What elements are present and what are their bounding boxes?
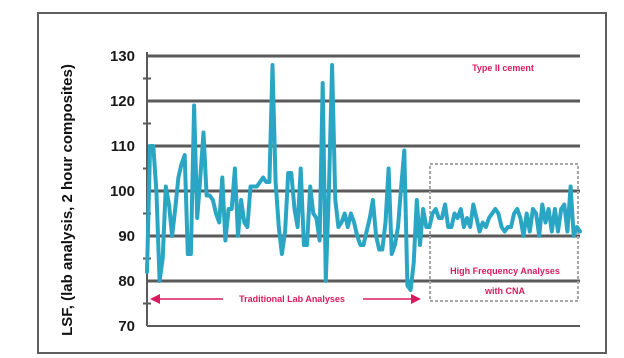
high-frequency-box xyxy=(429,163,579,302)
traditional-label: Traditional Lab Analyses xyxy=(239,294,345,304)
series-line-0 xyxy=(145,63,582,292)
y-tick-label: 110 xyxy=(111,138,135,155)
y-tick-label: 130 xyxy=(110,48,135,65)
y-axis-ticks: 70 80 90 100 110 120 130 xyxy=(110,48,135,335)
y-tick-label: 120 xyxy=(110,93,135,110)
grid-lines xyxy=(143,52,580,327)
high-frequency-label: High Frequency Analyses xyxy=(450,266,560,276)
series-group xyxy=(145,63,582,292)
y-tick-label: 70 xyxy=(118,318,135,335)
traditional-arrow xyxy=(150,290,421,307)
high-frequency-label-line2: with CNA xyxy=(484,286,525,296)
type-ii-label: Type II cement xyxy=(472,63,534,73)
y-tick-label: 100 xyxy=(110,183,135,200)
y-tick-label: 90 xyxy=(118,228,135,245)
y-tick-label: 80 xyxy=(118,273,135,290)
y-axis-label: LSF, (lab analysis, 2 hour composites) xyxy=(59,64,76,336)
